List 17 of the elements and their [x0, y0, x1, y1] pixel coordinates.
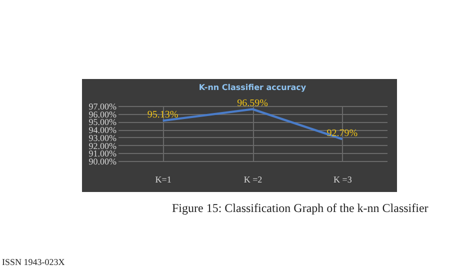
y-tick-label: 95.00%: [88, 117, 117, 128]
y-tick-label: 90.00%: [88, 156, 117, 166]
data-label: 95.13%: [147, 110, 178, 121]
chart-title: K-nn Classifier accuracy: [198, 83, 307, 92]
caption: Figure 15: Classification Graph of the k-nn Classifier: [172, 201, 428, 215]
y-tick-label: 97.00%: [88, 102, 117, 112]
y-tick-label: 96.00%: [88, 109, 117, 120]
x-tick-label: K =3: [334, 174, 352, 184]
x-tick-label: K=1: [155, 174, 172, 184]
data-label: 92.79%: [326, 128, 358, 140]
x-tick-label: K =2: [244, 174, 262, 184]
text: ISSN 1943-023X: [2, 257, 65, 268]
data-label: 96.59%: [237, 98, 268, 110]
y-tick-label: 93.00%: [88, 132, 117, 143]
y-tick-label: 91.00%: [88, 148, 117, 159]
y-tick-label: 94.00%: [88, 125, 117, 136]
y-tick-label: 92.00%: [88, 140, 117, 151]
